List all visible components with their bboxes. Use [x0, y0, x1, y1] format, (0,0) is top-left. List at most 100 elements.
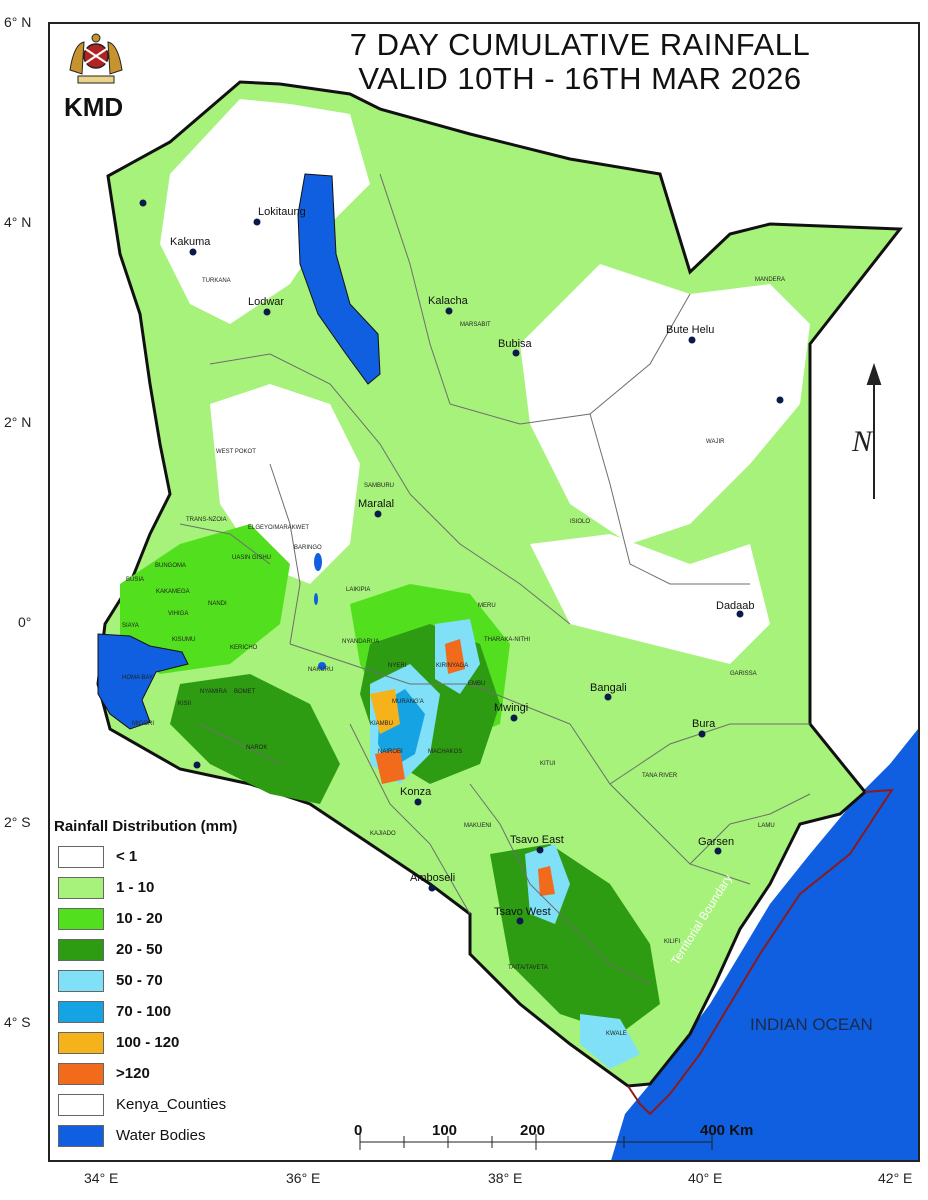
- rain-patch-20-50-southwest: [170, 674, 340, 804]
- north-arrow: [866, 362, 882, 499]
- county-label: KILIFI: [664, 939, 681, 945]
- north-arrow-label: N: [852, 425, 873, 458]
- place-tsavo-east: Tsavo East: [510, 834, 564, 846]
- legend-swatch: [58, 1093, 104, 1116]
- dry-zone-north: [160, 99, 370, 324]
- county-label: EMBU: [468, 681, 486, 687]
- legend-label: 70 - 100: [116, 1003, 172, 1020]
- county-label: HOMA BAY: [122, 675, 153, 681]
- indian-ocean-area: [611, 729, 918, 1160]
- legend-title: Rainfall Distribution (mm): [54, 818, 238, 835]
- place-dadaab: Dadaab: [716, 600, 755, 612]
- county-label: TAITA/TAVETA: [508, 965, 548, 971]
- kmd-logo-text: KMD: [64, 92, 124, 122]
- county-label: KWALE: [606, 1031, 627, 1037]
- county-label: KITUI: [540, 761, 556, 767]
- legend-label: 20 - 50: [116, 941, 163, 958]
- legend-item-water: Water Bodies: [54, 1120, 294, 1151]
- county-label: BUSIA: [126, 577, 145, 583]
- lat-label-6n: 6° N: [4, 14, 32, 30]
- legend-item: 50 - 70: [54, 965, 294, 996]
- lon-label-38e: 38° E: [488, 1170, 523, 1186]
- county-label: THARAKA-NITHI: [484, 637, 531, 643]
- county-label: NAROK: [246, 745, 268, 751]
- map-frame: [48, 22, 920, 1162]
- dry-zone-east: [530, 534, 770, 664]
- indian-ocean-label: INDIAN OCEAN: [750, 1015, 873, 1034]
- rain-patch-over-120-nairobi: [375, 749, 405, 784]
- title-line-2: VALID 10TH - 16TH MAR 2026: [358, 61, 802, 96]
- county-label: MACHAKOS: [428, 749, 463, 755]
- legend-swatch: [58, 1031, 104, 1054]
- county-label: KAJIADO: [370, 831, 396, 837]
- county-label: WAJIR: [706, 439, 725, 445]
- county-boundaries: [179, 173, 811, 985]
- place-kalacha: Kalacha: [428, 295, 468, 307]
- legend-swatch: [58, 907, 104, 930]
- county-label: SIAYA: [122, 623, 139, 629]
- lake-naivasha: [318, 662, 326, 670]
- place-mwingi: Mwingi: [494, 702, 529, 714]
- legend-label: 1 - 10: [116, 879, 155, 896]
- legend-swatch: [58, 969, 104, 992]
- map-canvas: [96, 80, 918, 1160]
- place-bute-helu: Bute Helu: [666, 324, 715, 336]
- rain-patch-over-120-mtkenya: [445, 639, 465, 674]
- rain-patch-100-120: [370, 689, 400, 734]
- county-label: BOMET: [234, 689, 256, 695]
- legend-swatch: [58, 938, 104, 961]
- county-label: KIAMBU: [370, 721, 394, 727]
- county-label: GARISSA: [730, 671, 757, 677]
- place-konza: Konza: [400, 786, 432, 798]
- scale-label-200: 200: [520, 1122, 546, 1139]
- scale-label-0: 0: [354, 1122, 363, 1139]
- legend-swatch: [58, 1000, 104, 1023]
- legend-item-counties: Kenya_Counties: [54, 1089, 294, 1120]
- county-label: ISIOLO: [570, 519, 591, 525]
- lake-victoria: [97, 633, 189, 730]
- county-label: MARSABIT: [460, 322, 491, 328]
- legend-item: 1 - 10: [54, 872, 294, 903]
- legend-item: 20 - 50: [54, 934, 294, 965]
- rainfall-legend: Rainfall Distribution (mm) < 1 1 - 10 10…: [54, 818, 294, 1151]
- place-amboseli: Amboseli: [410, 872, 456, 884]
- county-label: MERU: [478, 603, 496, 609]
- lake-turkana: [297, 173, 381, 385]
- county-label: VIHIGA: [168, 611, 189, 617]
- county-label: KISUMU: [172, 637, 196, 643]
- legend-label: Water Bodies: [116, 1127, 206, 1144]
- title-line-1: 7 DAY CUMULATIVE RAINFALL: [349, 27, 811, 62]
- legend-label: >120: [116, 1065, 150, 1082]
- lon-label-36e: 36° E: [286, 1170, 321, 1186]
- lat-label-2s: 2° S: [4, 814, 31, 830]
- county-label: SAMBURU: [364, 483, 395, 489]
- legend-label: 100 - 120: [116, 1034, 180, 1051]
- dry-zone-northeast: [520, 264, 810, 544]
- lon-label-34e: 34° E: [84, 1170, 119, 1186]
- legend-item: 70 - 100: [54, 996, 294, 1027]
- lake-baringo: [314, 553, 322, 571]
- county-label: MANDERA: [755, 277, 786, 283]
- lat-label-4s: 4° S: [4, 1014, 31, 1030]
- place-bangali: Bangali: [590, 682, 627, 694]
- county-label: NYAMIRA: [200, 689, 227, 695]
- county-label: MAKUENI: [464, 823, 492, 829]
- lon-label-40e: 40° E: [688, 1170, 723, 1186]
- legend-item: 100 - 120: [54, 1027, 294, 1058]
- county-label: KERICHO: [230, 645, 258, 651]
- place-garsen: Garsen: [698, 836, 735, 848]
- county-label: LAMU: [758, 823, 775, 829]
- county-label: TURKANA: [202, 278, 231, 284]
- scale-label-400: 400 Km: [700, 1122, 754, 1139]
- place-bubisa: Bubisa: [498, 338, 532, 350]
- county-label: MIGORI: [132, 721, 154, 727]
- place-lodwar: Lodwar: [248, 296, 285, 308]
- county-label: WEST POKOT: [216, 449, 256, 455]
- territorial-boundary-line: [627, 788, 894, 1116]
- county-label: BUNGOMA: [155, 563, 187, 569]
- county-label: MURANG'A: [392, 699, 424, 705]
- legend-swatch: [58, 876, 104, 899]
- lat-label-2n: 2° N: [4, 414, 32, 430]
- rain-patch-10-20-west: [120, 524, 290, 674]
